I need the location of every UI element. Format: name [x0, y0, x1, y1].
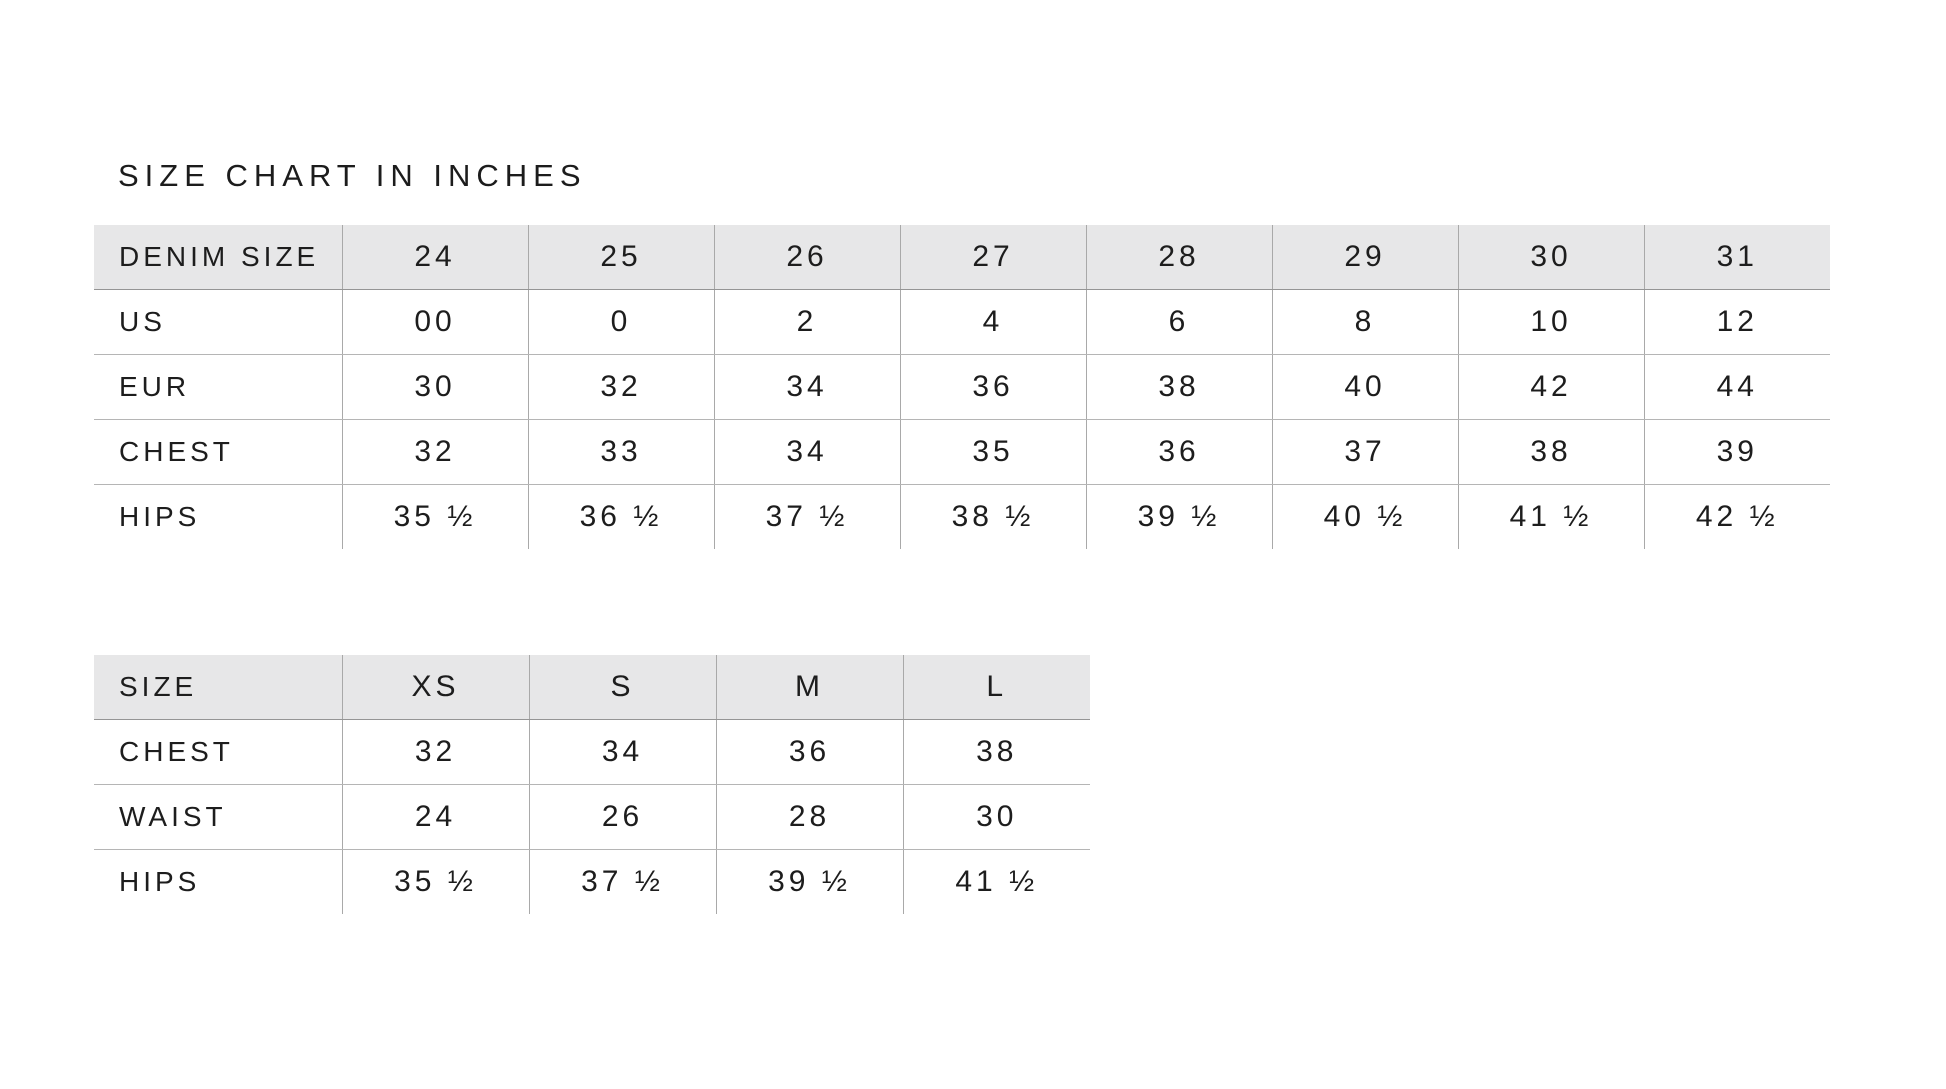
- row-label: CHEST: [94, 419, 343, 485]
- header-cell: 29: [1272, 225, 1459, 290]
- value-cell: 24: [342, 784, 530, 850]
- value-cell: 32: [342, 719, 530, 785]
- table-row: HIPS 35 ½ 37 ½ 39 ½ 41 ½: [94, 849, 1090, 914]
- value-cell: 4: [900, 289, 1087, 355]
- value-cell: 39 ½: [716, 849, 904, 914]
- value-cell: 38: [1086, 354, 1273, 420]
- header-cell: 28: [1086, 225, 1273, 290]
- value-cell: 36: [1086, 419, 1273, 485]
- value-cell: 35: [900, 419, 1087, 485]
- value-cell: 41 ½: [1458, 484, 1645, 549]
- row-label: WAIST: [94, 784, 343, 850]
- table-row: CHEST 32 33 34 35 36 37 38 39: [94, 419, 1830, 485]
- value-cell: 00: [342, 289, 529, 355]
- value-cell: 38 ½: [900, 484, 1087, 549]
- header-cell: XS: [342, 655, 530, 720]
- value-cell: 34: [714, 354, 901, 420]
- denim-size-table: DENIM SIZE 24 25 26 27 28 29 30 31 US 00 0 2 4 6 8 10 12 E…: [94, 225, 1830, 549]
- value-cell: 32: [528, 354, 715, 420]
- value-cell: 38: [903, 719, 1090, 785]
- value-cell: 36 ½: [528, 484, 715, 549]
- table-row: WAIST 24 26 28 30: [94, 784, 1090, 850]
- row-label: HIPS: [94, 849, 343, 914]
- row-label: CHEST: [94, 719, 343, 785]
- table-row: HIPS 35 ½ 36 ½ 37 ½ 38 ½ 39 ½ 40 ½ 41 ½ 42 ½: [94, 484, 1830, 549]
- value-cell: 37: [1272, 419, 1459, 485]
- value-cell: 42: [1458, 354, 1645, 420]
- row-label: US: [94, 289, 343, 355]
- header-cell: S: [529, 655, 717, 720]
- letter-size-table: SIZE XS S M L CHEST 32 34 36 38 WAIST 24 26 28 30 HIPS 3…: [94, 655, 1090, 914]
- value-cell: 34: [529, 719, 717, 785]
- value-cell: 0: [528, 289, 715, 355]
- header-cell: M: [716, 655, 904, 720]
- value-cell: 39 ½: [1086, 484, 1273, 549]
- value-cell: 36: [900, 354, 1087, 420]
- value-cell: 39: [1644, 419, 1830, 485]
- value-cell: 12: [1644, 289, 1830, 355]
- value-cell: 26: [529, 784, 717, 850]
- header-label-cell: DENIM SIZE: [94, 225, 343, 290]
- value-cell: 40: [1272, 354, 1459, 420]
- value-cell: 34: [714, 419, 901, 485]
- value-cell: 37 ½: [714, 484, 901, 549]
- row-label: HIPS: [94, 484, 343, 549]
- value-cell: 41 ½: [955, 865, 1039, 898]
- value-cell: 42 ½: [1695, 500, 1779, 533]
- header-cell: 27: [900, 225, 1087, 290]
- value-cell: 38: [1458, 419, 1645, 485]
- value-cell: 6: [1086, 289, 1273, 355]
- value-cell: 40 ½: [1272, 484, 1459, 549]
- value-cell: 10: [1458, 289, 1645, 355]
- header-cell: L: [903, 655, 1090, 720]
- header-cell: 31: [1644, 225, 1830, 290]
- table-row: EUR 30 32 34 36 38 40 42 44: [94, 354, 1830, 420]
- value-cell: 28: [716, 784, 904, 850]
- header-row: SIZE XS S M L: [94, 655, 1090, 720]
- header-cell: 24: [342, 225, 529, 290]
- page-title: SIZE CHART IN INCHES: [118, 158, 587, 193]
- value-cell: 2: [714, 289, 901, 355]
- header-cell: 30: [1458, 225, 1645, 290]
- value-cell: 30: [903, 784, 1090, 850]
- value-cell: 37 ½: [529, 849, 717, 914]
- row-label: EUR: [94, 354, 343, 420]
- value-cell: 35 ½: [342, 849, 530, 914]
- header-row: DENIM SIZE 24 25 26 27 28 29 30 31: [94, 225, 1830, 290]
- header-cell: 25: [528, 225, 715, 290]
- value-cell: 44: [1644, 354, 1830, 420]
- value-cell: 36: [716, 719, 904, 785]
- header-label-cell: SIZE: [94, 655, 343, 720]
- value-cell: 35 ½: [342, 484, 529, 549]
- value-cell: 33: [528, 419, 715, 485]
- value-cell: 8: [1272, 289, 1459, 355]
- table-row: US 00 0 2 4 6 8 10 12: [94, 289, 1830, 355]
- value-cell: 30: [342, 354, 529, 420]
- table-row: CHEST 32 34 36 38: [94, 719, 1090, 785]
- value-cell: 32: [342, 419, 529, 485]
- header-cell: 26: [714, 225, 901, 290]
